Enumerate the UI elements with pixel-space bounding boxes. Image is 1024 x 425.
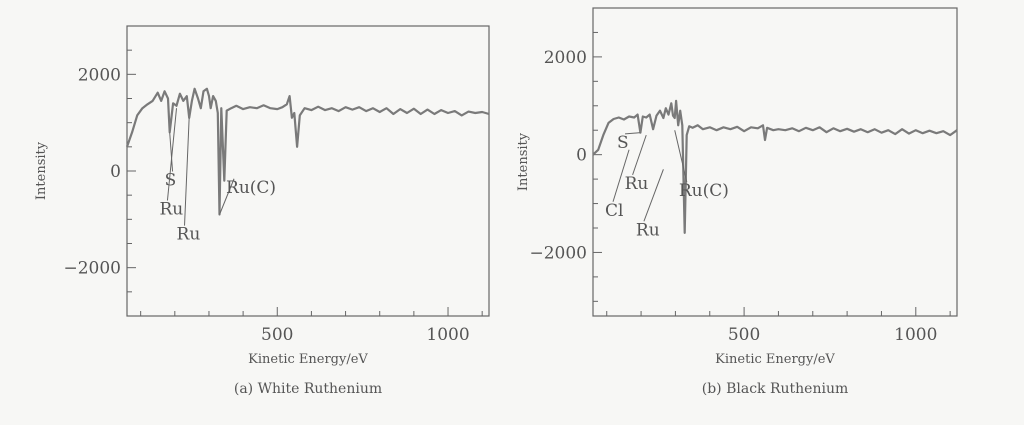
peak-annotation: Ru <box>177 225 201 245</box>
annotation-leader <box>612 149 630 202</box>
annotation-leader <box>674 130 688 183</box>
y-tick-label: 0 <box>110 162 121 182</box>
panel-caption: (b) Black Ruthenium <box>702 381 849 397</box>
chart-panel-black-ruthenium: 500 1000 2000 0 −2000 Kinetic Energy/eV Intens… <box>516 7 958 397</box>
spectrum-line <box>592 99 958 234</box>
y-axis-label: Intensity <box>516 132 531 191</box>
peak-annotation: Ru(C) <box>226 178 276 198</box>
y-tick-label: 2000 <box>544 48 587 68</box>
peak-annotation: Ru <box>159 200 183 220</box>
annotation-leader <box>184 117 190 226</box>
annotation-leader <box>219 178 235 215</box>
peak-annotation: S <box>617 133 629 153</box>
x-tick-label: 1000 <box>894 325 937 345</box>
chart-panel-white-ruthenium: 500 1000 2000 0 −2000 Kinetic Energy/eV Intens… <box>34 25 490 397</box>
peak-annotation: Ru(C) <box>679 181 729 201</box>
x-tick-label: 500 <box>728 325 760 345</box>
panel-caption: (a) White Ruthenium <box>234 381 382 397</box>
annotation-leader <box>169 132 174 172</box>
plot-frame <box>592 7 958 317</box>
y-axis-label: Intensity <box>34 141 49 200</box>
x-tick-label: 1000 <box>426 325 469 345</box>
spectrum-line <box>125 87 490 216</box>
peak-annotation: Ru <box>625 174 649 194</box>
x-axis-label: Kinetic Energy/eV <box>248 352 368 367</box>
y-tick-label: −2000 <box>529 243 587 263</box>
annotation-leader <box>625 132 641 135</box>
x-axis-label: Kinetic Energy/eV <box>715 352 835 367</box>
peak-annotation: Cl <box>605 201 623 221</box>
x-tick-label: 500 <box>261 325 293 345</box>
y-tick-label: 0 <box>576 146 587 166</box>
annotation-leader <box>632 134 647 176</box>
plot-frame <box>126 25 490 317</box>
annotation-leader <box>643 169 664 222</box>
annotation-leader <box>166 108 178 201</box>
peak-annotation: S <box>165 171 177 191</box>
peak-annotation: Ru <box>636 220 660 240</box>
y-tick-label: −2000 <box>63 259 121 279</box>
y-tick-label: 2000 <box>78 65 121 85</box>
